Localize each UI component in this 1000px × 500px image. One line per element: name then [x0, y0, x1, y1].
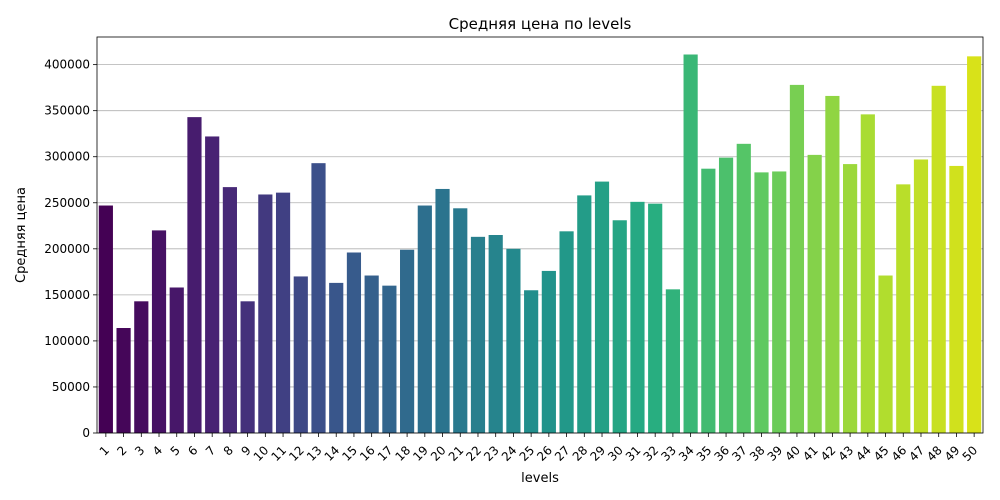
bar-level-45	[878, 275, 893, 433]
x-tick-label: 4	[150, 443, 165, 458]
bar-level-1	[98, 205, 113, 433]
bar-level-28	[577, 195, 592, 433]
y-tick-label: 0	[82, 426, 90, 440]
bar-level-23	[488, 235, 503, 433]
bar-level-32	[648, 203, 663, 433]
bar-level-37	[736, 143, 751, 433]
y-tick-label: 100000	[44, 334, 90, 348]
bar-level-2	[116, 328, 131, 433]
x-tick-label: 7	[203, 443, 218, 458]
bar-level-18	[400, 249, 415, 433]
bar-level-22	[470, 236, 486, 433]
bar-level-3	[134, 301, 149, 433]
bar-level-27	[559, 231, 574, 433]
y-axis-label: Средняя цена	[14, 187, 29, 283]
bar-level-43	[843, 164, 858, 433]
bar-level-49	[949, 165, 964, 433]
bar-level-31	[630, 201, 645, 433]
x-tick-label: 6	[185, 443, 200, 458]
y-tick-label: 50000	[52, 380, 90, 394]
plot-frame	[96, 36, 984, 434]
bar-level-24	[506, 248, 521, 433]
bar-level-33	[665, 289, 680, 433]
x-tick-label: 8	[221, 443, 236, 458]
x-tick-label: 3	[132, 443, 147, 458]
y-tick-label: 400000	[44, 58, 90, 72]
bar-level-44	[860, 114, 875, 433]
y-tick-label: 250000	[44, 196, 90, 210]
bar-level-11	[275, 192, 291, 433]
bar-level-21	[453, 208, 468, 433]
bar-level-42	[825, 95, 840, 433]
bar-level-36	[718, 157, 734, 434]
x-tick-label: 9	[238, 443, 253, 458]
bar-level-48	[931, 85, 946, 434]
bar-level-40	[789, 84, 805, 434]
bar-level-16	[364, 275, 379, 433]
bar-level-35	[701, 168, 716, 433]
y-tick-label: 350000	[44, 104, 90, 118]
y-axis-ticks: 0 50000 100000 150000 200000 250000 300000 3500…	[44, 58, 97, 440]
bar-level-7	[205, 136, 220, 434]
bar-level-13	[311, 163, 326, 434]
x-tick-label: 50	[960, 443, 981, 464]
bar-level-26	[541, 270, 556, 433]
bar-level-30	[612, 220, 627, 433]
bar-level-39	[772, 171, 787, 433]
bar-level-15	[346, 252, 362, 433]
bar-level-14	[329, 282, 344, 433]
bar-level-4	[151, 230, 167, 433]
chart-title: Средняя цена по levels	[449, 15, 632, 33]
bar-level-19	[417, 205, 432, 433]
x-axis-label: levels	[521, 471, 559, 486]
x-axis-ticks: 1 2 3 4 5 6 7 8 91011121314151617181920212223242…	[97, 433, 981, 464]
bar-level-5	[169, 287, 184, 433]
bar-level-29	[594, 181, 610, 433]
y-tick-label: 300000	[44, 150, 90, 164]
bar-level-46	[896, 184, 911, 433]
y-tick-label: 200000	[44, 242, 90, 256]
bar-level-8	[222, 187, 237, 433]
x-tick-label: 1	[97, 443, 112, 458]
bar-level-20	[435, 188, 450, 433]
bar-level-6	[187, 117, 202, 433]
bar-level-9	[240, 301, 255, 433]
x-tick-label: 5	[168, 443, 183, 458]
bar-level-50	[967, 56, 982, 433]
bar-level-10	[258, 194, 273, 433]
bar-level-25	[524, 290, 539, 433]
bar-level-47	[913, 159, 929, 434]
bars	[98, 54, 982, 434]
bar-level-12	[293, 276, 308, 433]
bar-level-41	[807, 154, 822, 433]
x-tick-label: 2	[114, 443, 129, 458]
bar-level-17	[382, 285, 397, 433]
y-tick-label: 150000	[44, 288, 90, 302]
bar-level-38	[754, 172, 769, 433]
bar-level-34	[683, 54, 698, 433]
